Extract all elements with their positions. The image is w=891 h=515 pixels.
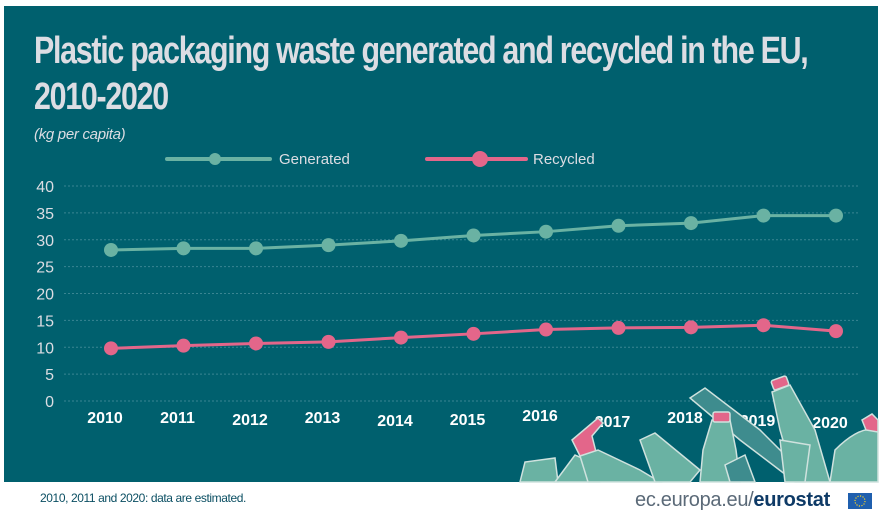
y-tick-label: 0 (45, 394, 54, 411)
eu-flag-icon (848, 493, 872, 509)
x-tick-label: 2013 (305, 410, 341, 427)
chart-title: Plastic packaging waste generated and re… (34, 28, 809, 120)
data-point (321, 238, 336, 253)
y-tick-label: 35 (36, 206, 54, 223)
data-point (394, 233, 408, 248)
y-axis: 0 5 10 15 20 25 30 35 40 (36, 179, 54, 411)
data-point (321, 334, 336, 349)
y-tick-label: 25 (36, 260, 54, 277)
title-line-1: Plastic packaging waste generated and re… (34, 30, 809, 72)
y-tick-label: 40 (36, 179, 54, 196)
data-point (756, 208, 771, 223)
series-generated (104, 208, 843, 257)
legend-marker (209, 153, 221, 165)
legend-label: Generated (279, 151, 350, 168)
brand-prefix: ec.europa.eu/ (635, 489, 754, 511)
y-tick-label: 5 (45, 367, 54, 384)
data-point (539, 224, 553, 239)
legend-item-generated: Generated (165, 151, 350, 168)
data-point (466, 326, 481, 341)
x-tick-label: 2012 (232, 412, 268, 429)
data-point (176, 241, 191, 256)
x-tick-label: 2020 (812, 415, 848, 432)
data-point (829, 208, 843, 223)
x-tick-label: 2011 (160, 410, 195, 427)
data-point (829, 324, 843, 339)
legend-marker (472, 151, 488, 167)
footnote: 2010, 2011 and 2020: data are estimated. (40, 491, 246, 505)
data-point (394, 330, 408, 345)
data-point (176, 338, 191, 353)
y-tick-label: 20 (36, 287, 54, 304)
y-tick-label: 30 (36, 233, 54, 250)
x-tick-label: 2016 (522, 408, 558, 425)
x-tick-label: 2017 (595, 414, 631, 431)
brand-name: eurostat (753, 489, 830, 511)
gridlines (64, 185, 860, 402)
data-point (684, 216, 698, 231)
data-point (539, 322, 553, 337)
x-axis: 2010 2011 2012 2013 2014 2015 2016 2017 2018 2019… (87, 408, 848, 432)
unit-label: (kg per capita) (34, 126, 126, 143)
data-point (611, 218, 626, 233)
series-layer (104, 208, 843, 356)
plastic-bottles-illustration (519, 375, 879, 483)
eurostat-link[interactable]: ec.europa.eu/eurostat (635, 489, 830, 512)
x-tick-label: 2015 (450, 412, 486, 429)
data-point (249, 241, 263, 256)
data-point (249, 336, 263, 351)
data-point (466, 228, 481, 243)
legend: Generated Recycled (165, 151, 595, 168)
x-tick-label: 2010 (87, 410, 123, 427)
data-point (104, 341, 118, 356)
data-point (684, 320, 698, 335)
data-point (611, 320, 626, 335)
infographic-panel: Plastic packaging waste generated and re… (4, 6, 878, 482)
legend-label: Recycled (533, 151, 595, 168)
x-tick-label: 2018 (667, 410, 703, 427)
legend-item-recycled: Recycled (425, 151, 595, 168)
series-recycled (104, 318, 843, 356)
title-line-2: 2010-2020 (34, 76, 169, 118)
x-tick-label: 2014 (377, 413, 413, 430)
y-tick-label: 10 (36, 340, 54, 357)
data-point (104, 242, 118, 257)
y-tick-label: 15 (36, 313, 54, 330)
data-point (756, 318, 771, 333)
